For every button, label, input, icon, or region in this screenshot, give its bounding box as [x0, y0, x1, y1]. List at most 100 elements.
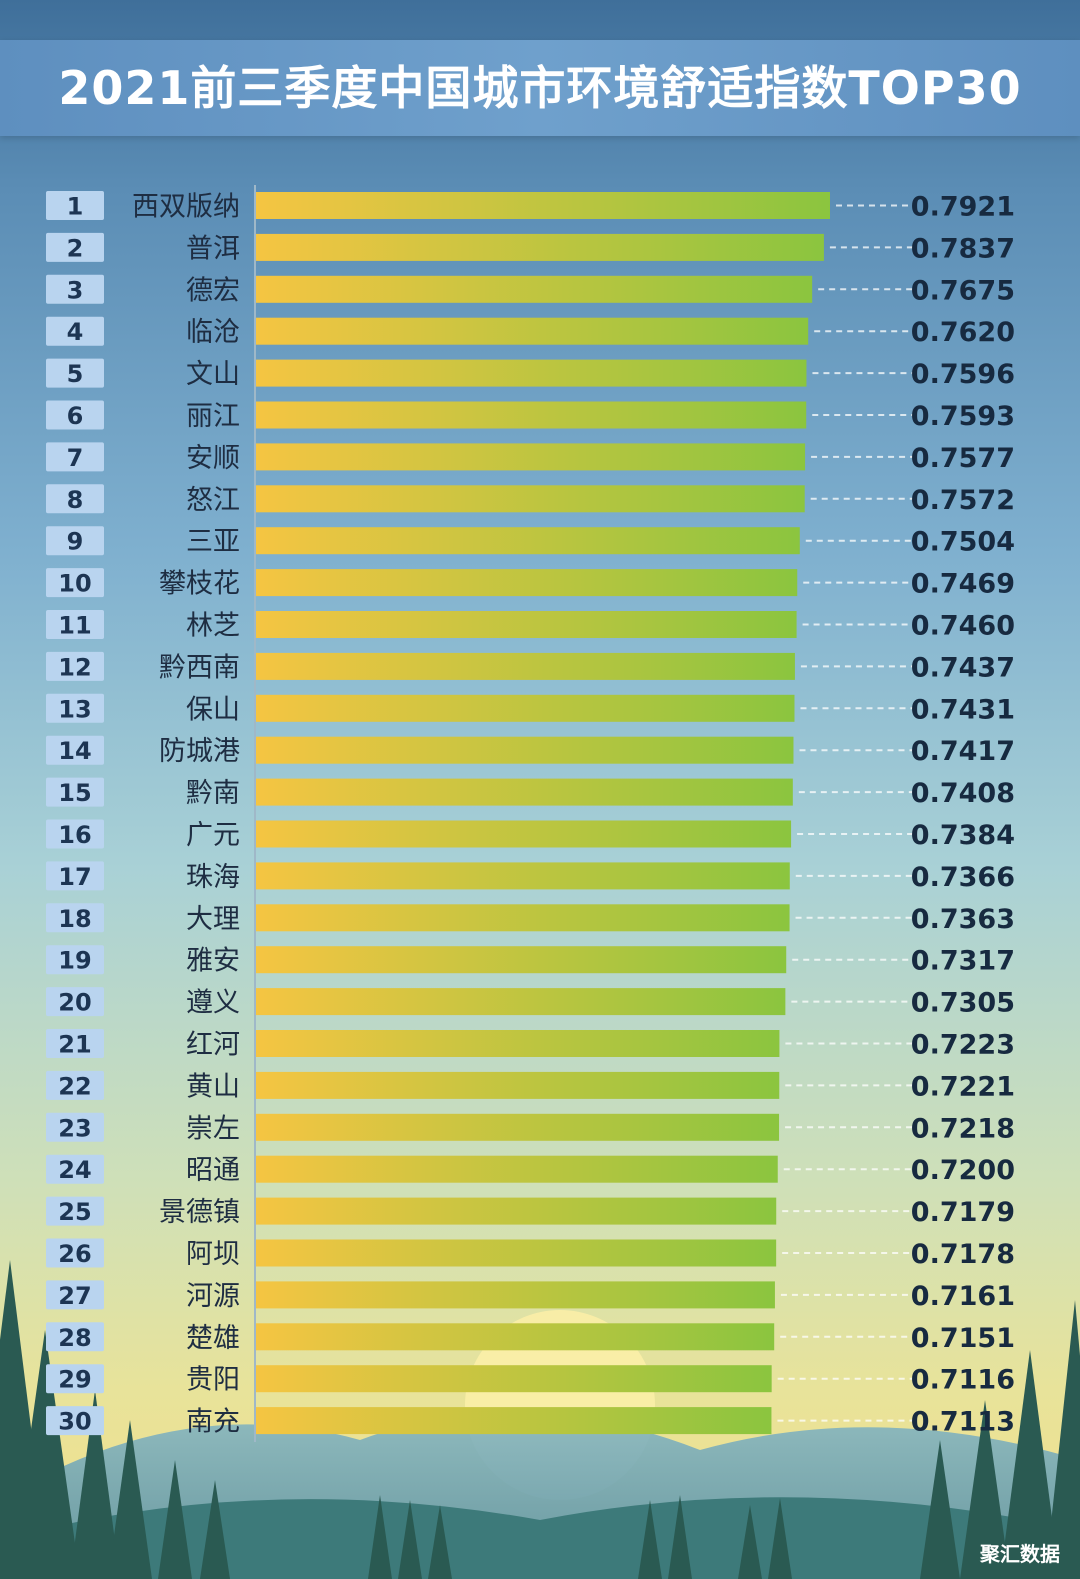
rank-number: 4	[67, 318, 84, 346]
city-label: 红河	[186, 1030, 240, 1061]
rank-number: 18	[58, 905, 91, 933]
value-label: 0.7469	[911, 569, 1015, 600]
city-label: 西双版纳	[132, 192, 240, 223]
value-label: 0.7113	[911, 1407, 1015, 1438]
city-label: 普洱	[186, 233, 240, 264]
source-watermark: 聚汇数据	[980, 1542, 1060, 1566]
bar	[256, 862, 790, 890]
city-label: 林芝	[186, 611, 240, 642]
city-label: 安顺	[186, 443, 240, 474]
value-label: 0.7408	[911, 778, 1015, 809]
value-label: 0.7151	[911, 1323, 1015, 1354]
rank-box	[46, 1280, 104, 1310]
bar	[256, 946, 787, 974]
rank-box	[46, 610, 104, 639]
city-label: 黔西南	[159, 652, 240, 683]
rank-number: 16	[58, 821, 91, 849]
rank-number: 13	[58, 695, 91, 723]
rank-box	[46, 735, 104, 765]
city-label: 大理	[186, 904, 240, 935]
rank-box	[46, 1070, 104, 1100]
value-label: 0.7437	[911, 652, 1015, 683]
city-label: 保山	[186, 694, 240, 725]
city-label: 广元	[186, 820, 240, 851]
chart-rows: 1 西双版纳 0.7921 2 普洱 0.7837 3 德宏 0.7675 4 临沧 0.7620 5 文…	[46, 191, 1015, 1438]
city-label: 河源	[186, 1281, 240, 1312]
rank-number: 2	[67, 234, 84, 262]
rank-box	[46, 1029, 104, 1058]
bar	[256, 317, 809, 345]
bar	[256, 443, 806, 471]
rank-number: 1	[67, 193, 84, 221]
rank-number: 8	[67, 486, 84, 514]
rank-number: 10	[58, 570, 91, 598]
rank-number: 27	[58, 1282, 91, 1310]
city-label: 黔南	[186, 778, 240, 809]
bar	[256, 1323, 775, 1351]
rank-box	[46, 945, 104, 975]
bar	[256, 820, 792, 848]
bar	[256, 485, 805, 513]
value-label: 0.7161	[911, 1281, 1015, 1312]
bar	[256, 1113, 780, 1141]
bar	[256, 1030, 780, 1057]
city-label: 遵义	[186, 988, 240, 1019]
title-band	[0, 40, 1080, 136]
bar	[256, 988, 786, 1016]
rank-box	[46, 1238, 104, 1268]
rank-box	[46, 526, 104, 556]
rank-box	[46, 777, 104, 807]
rank-number: 20	[58, 989, 91, 1017]
city-label: 攀枝花	[159, 569, 240, 600]
city-label: 景德镇	[159, 1197, 240, 1228]
rank-box	[46, 274, 104, 304]
bar	[256, 275, 813, 303]
rank-box	[46, 1364, 104, 1394]
rank-box	[46, 191, 104, 220]
value-label: 0.7179	[911, 1197, 1015, 1228]
rank-box	[46, 693, 104, 723]
rank-number: 29	[58, 1366, 91, 1394]
bar	[256, 904, 790, 932]
city-label: 崇左	[186, 1113, 240, 1144]
city-label: 南充	[186, 1407, 240, 1438]
value-label: 0.7178	[911, 1239, 1015, 1270]
value-label: 0.7596	[911, 359, 1015, 390]
rank-box	[46, 987, 104, 1017]
value-label: 0.7218	[911, 1113, 1015, 1144]
bar	[256, 359, 807, 387]
bar	[256, 569, 798, 597]
city-label: 楚雄	[186, 1323, 240, 1354]
background-scenery	[0, 1260, 1080, 1579]
bar	[256, 1365, 772, 1393]
rank-number: 26	[58, 1240, 91, 1268]
value-label: 0.7223	[911, 1030, 1015, 1061]
rank-number: 17	[58, 863, 91, 891]
bar	[256, 1281, 775, 1309]
rank-box	[46, 442, 104, 472]
rank-number: 3	[67, 276, 84, 304]
rank-box	[46, 861, 104, 891]
city-label: 珠海	[186, 862, 240, 893]
city-label: 文山	[186, 359, 240, 390]
bar	[256, 778, 793, 806]
rank-box	[46, 232, 104, 262]
value-label: 0.7317	[911, 946, 1015, 977]
chart-title: 2021前三季度中国城市环境舒适指数TOP30	[58, 61, 1022, 115]
bar	[256, 694, 795, 722]
rank-number: 23	[58, 1114, 91, 1142]
value-label: 0.7593	[911, 401, 1015, 432]
value-label: 0.7504	[911, 527, 1015, 558]
rank-number: 22	[58, 1072, 91, 1100]
city-label: 临沧	[186, 317, 240, 348]
city-label: 三亚	[186, 527, 240, 558]
rank-box	[46, 1196, 104, 1226]
rank-number: 19	[58, 947, 91, 975]
rank-number: 6	[67, 402, 84, 430]
rank-box	[46, 903, 104, 933]
city-label: 阿坝	[186, 1239, 240, 1270]
city-label: 丽江	[186, 401, 240, 432]
value-label: 0.7431	[911, 694, 1015, 725]
rank-box	[46, 651, 104, 681]
